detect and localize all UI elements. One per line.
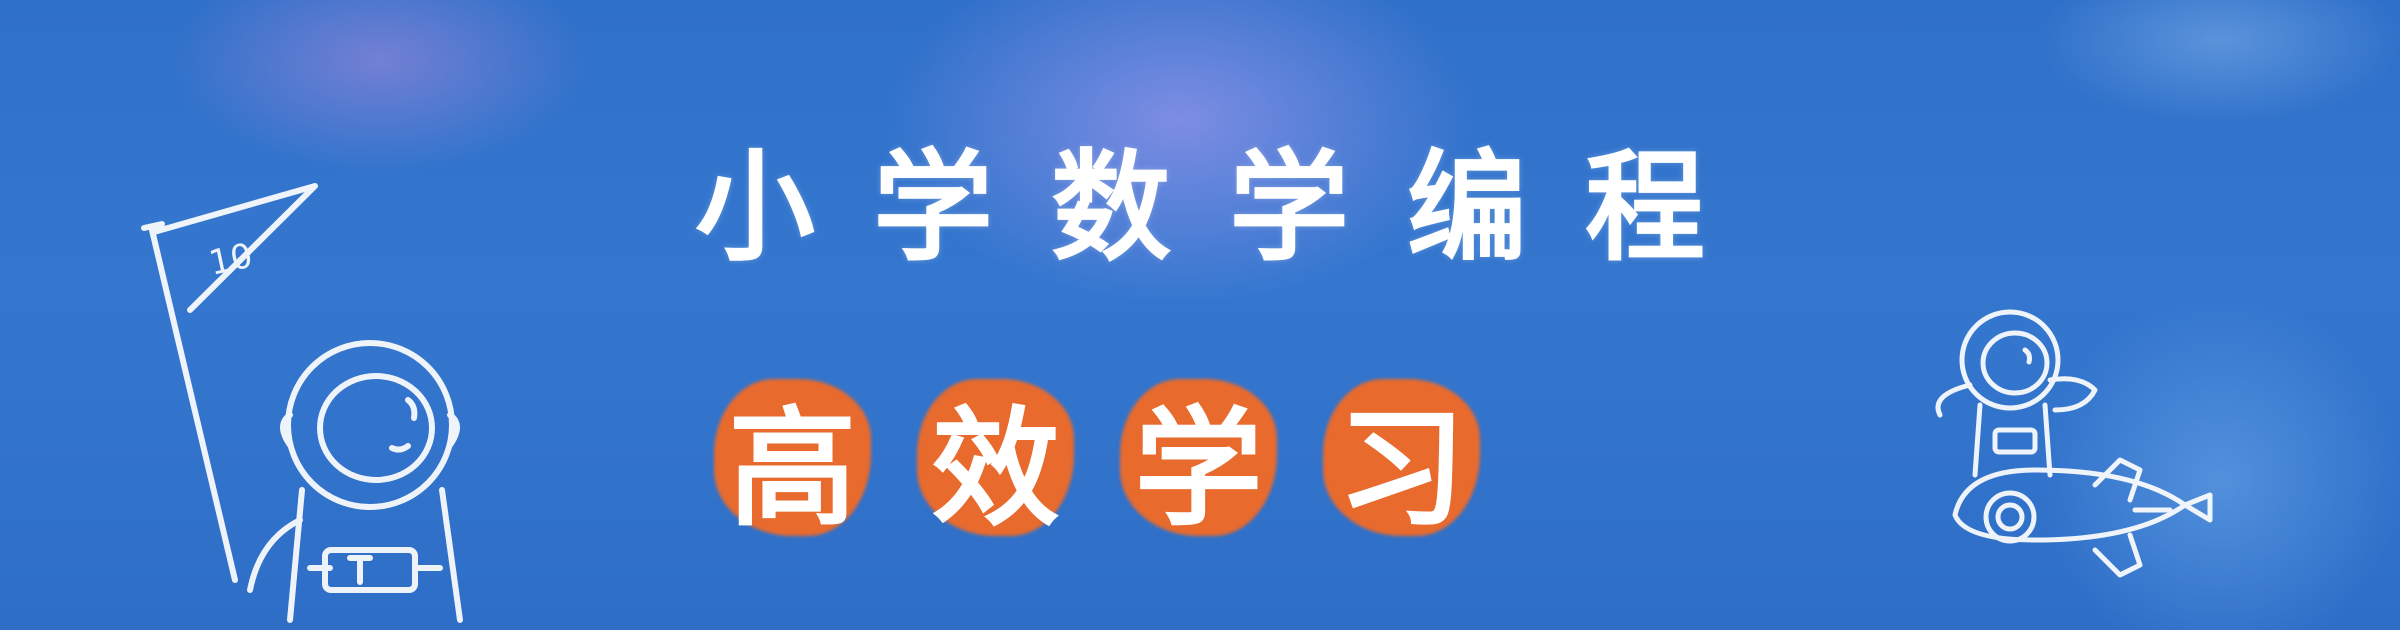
subtitle-char-4: 习 [1329,385,1474,544]
astronaut-with-flag-icon: 10 [141,183,463,623]
banner-title: 小学数学编程 [695,139,1763,278]
banner-subtitle: 高 效 学 习 [720,385,1474,544]
subtitle-char-2: 效 [923,385,1068,544]
subtitle-char-1: 高 [720,385,865,544]
subtitle-char-3: 学 [1126,385,1271,544]
flag-text: 10 [206,236,257,284]
astronaut-on-rocket-icon [1935,309,2213,578]
